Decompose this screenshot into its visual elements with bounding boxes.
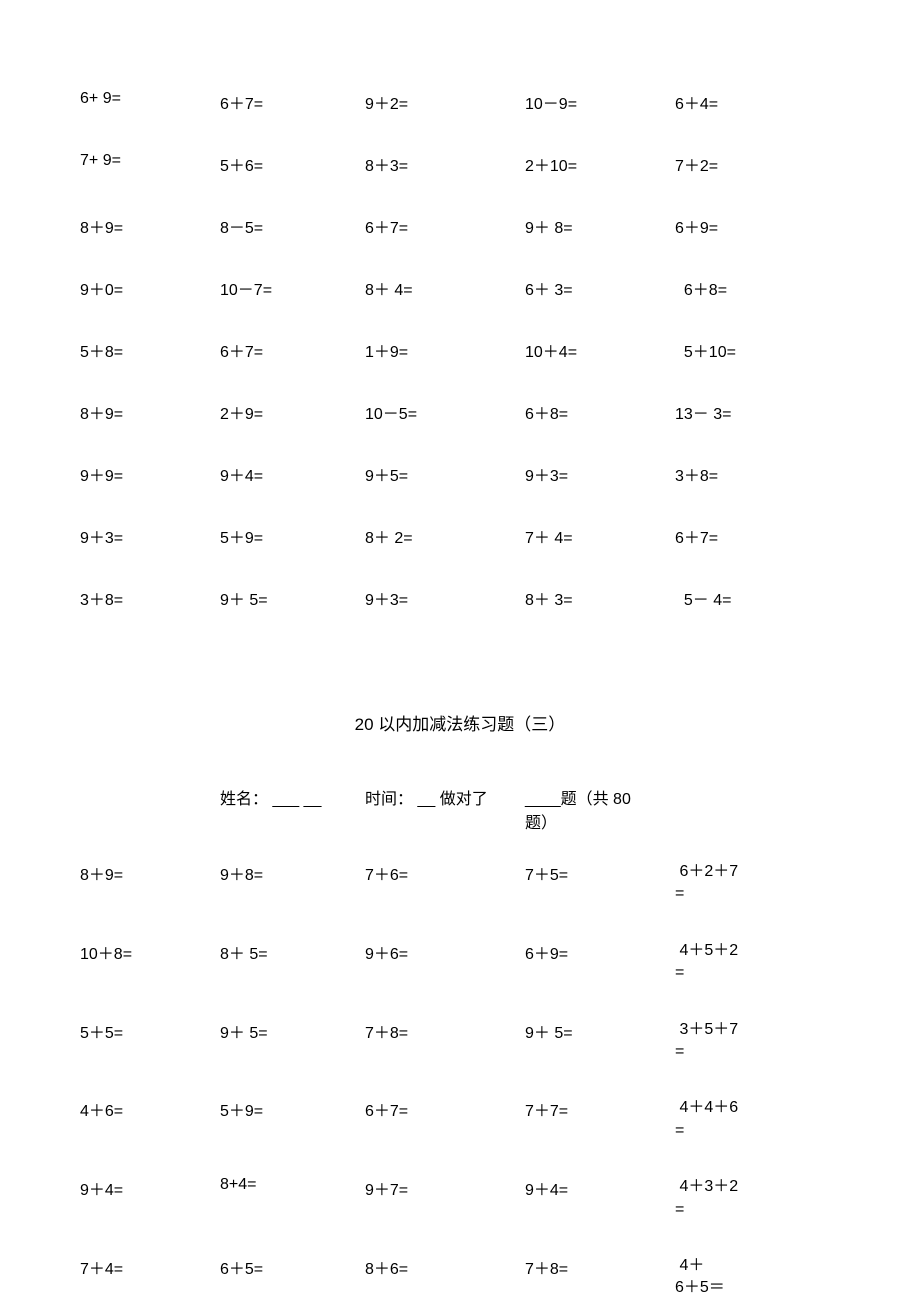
problem-cell: 10－9=	[525, 90, 675, 114]
problem-cell: 8－5=	[220, 214, 365, 238]
problem-cell: 9＋0=	[80, 276, 220, 300]
blank-count: ____	[525, 791, 561, 808]
problem-cell: 5＋6=	[220, 152, 365, 176]
problem-cell: 3＋5＋7=	[675, 1019, 795, 1064]
header-name: 姓名： ___ __	[220, 785, 365, 833]
problem-cell: 2＋10=	[525, 152, 675, 176]
worksheet-page: 6+ 9= 6＋7= 9＋2= 10－9= 6＋4= 7+ 9= 5＋6= 8＋…	[0, 0, 920, 1303]
problem-cell: 9＋4=	[525, 1176, 675, 1221]
problem-cell: 6＋7=	[365, 1097, 525, 1142]
problem-cell: 5＋9=	[220, 524, 365, 548]
section-title: 20 以内加减法练习题（三）	[80, 710, 840, 735]
problem-cell: 8＋9=	[80, 400, 220, 424]
problem-cell: 6＋7=	[220, 90, 365, 114]
problem-cell: 7＋8=	[525, 1255, 675, 1295]
problem-cell: 9＋5=	[365, 462, 525, 486]
problem-cell: 7＋7=	[525, 1097, 675, 1142]
problem-cell: 8＋6=	[365, 1255, 525, 1295]
problem-cell: 5＋9=	[220, 1097, 365, 1142]
problem-cell: 6＋2＋7=	[675, 861, 795, 906]
problem-cell: 9＋4=	[80, 1176, 220, 1221]
problem-cell: 9＋8=	[220, 861, 365, 906]
problem-cell: 9＋3=	[525, 462, 675, 486]
problem-cell: 9＋3=	[80, 524, 220, 548]
label-time: 时间：	[365, 791, 413, 808]
problem-cell: 9＋9=	[80, 462, 220, 486]
problem-cell: 3＋8=	[80, 586, 220, 610]
problem-cell: 6＋ 3=	[525, 276, 675, 300]
problem-cell: 5－ 4=	[675, 586, 795, 610]
header-empty	[80, 785, 220, 833]
blank-time: __	[417, 791, 435, 808]
problem-cell: 9＋3=	[365, 586, 525, 610]
problem-cell: 10－5=	[365, 400, 525, 424]
blank-name: ___ __	[272, 791, 321, 808]
problem-cell: 5＋5=	[80, 1019, 220, 1064]
problems-grid-2: 8＋9= 9＋8= 7＋6= 7＋5= 6＋2＋7= 10＋8= 8＋ 5= 9…	[80, 861, 840, 1295]
problem-cell: 6＋7=	[365, 214, 525, 238]
problem-cell: 9＋ 5=	[525, 1019, 675, 1064]
problem-cell: 10＋4=	[525, 338, 675, 362]
problem-cell: 10－7=	[220, 276, 365, 300]
problem-cell: 7＋5=	[525, 861, 675, 906]
problem-cell: 6＋7=	[220, 338, 365, 362]
problem-cell: 7＋4=	[80, 1255, 220, 1295]
problem-cell: 9＋6=	[365, 940, 525, 985]
problem-cell: 13－ 3=	[675, 400, 795, 424]
problem-cell: 7＋2=	[675, 152, 795, 176]
problem-cell: 10＋8=	[80, 940, 220, 985]
problem-cell: 6＋5=	[220, 1255, 365, 1295]
problem-cell: 8＋ 4=	[365, 276, 525, 300]
label-count: 题（共 80	[561, 791, 631, 808]
label-correct: 做对了	[440, 791, 488, 808]
problem-cell: 8＋9=	[80, 214, 220, 238]
problem-cell: 9＋ 5=	[220, 586, 365, 610]
problem-cell: 8＋ 3=	[525, 586, 675, 610]
label-name: 姓名：	[220, 791, 268, 808]
problems-grid-1: 6+ 9= 6＋7= 9＋2= 10－9= 6＋4= 7+ 9= 5＋6= 8＋…	[80, 90, 840, 610]
problem-cell: 8＋9=	[80, 861, 220, 906]
problem-cell: 4＋6＋5＝	[675, 1255, 795, 1295]
problem-cell: 8＋3=	[365, 152, 525, 176]
problem-cell: 6+ 9=	[80, 90, 220, 114]
problem-cell: 5＋10=	[675, 338, 795, 362]
problem-cell: 4＋5＋2=	[675, 940, 795, 985]
problem-cell: 1＋9=	[365, 338, 525, 362]
problem-cell: 4＋4＋6=	[675, 1097, 795, 1142]
header-empty	[675, 785, 795, 833]
header-time: 时间： __ 做对了	[365, 785, 525, 833]
problem-cell: 4＋6=	[80, 1097, 220, 1142]
problem-cell: 4＋3＋2=	[675, 1176, 795, 1221]
header-count: ____题（共 80 题）	[525, 785, 675, 833]
problem-cell: 6＋9=	[525, 940, 675, 985]
problem-cell: 8+4=	[220, 1176, 365, 1221]
problem-cell: 7+ 9=	[80, 152, 220, 176]
problem-cell: 9＋2=	[365, 90, 525, 114]
problem-cell: 7＋6=	[365, 861, 525, 906]
problem-cell: 6＋8=	[675, 276, 795, 300]
problem-cell: 9＋ 8=	[525, 214, 675, 238]
problem-cell: 2＋9=	[220, 400, 365, 424]
problem-cell: 6＋8=	[525, 400, 675, 424]
problem-cell: 9＋4=	[220, 462, 365, 486]
info-header-row: 姓名： ___ __ 时间： __ 做对了 ____题（共 80 题）	[80, 785, 840, 833]
problem-cell: 7＋ 4=	[525, 524, 675, 548]
problem-cell: 3＋8=	[675, 462, 795, 486]
problem-cell: 6＋4=	[675, 90, 795, 114]
problem-cell: 9＋7=	[365, 1176, 525, 1221]
problem-cell: 8＋ 5=	[220, 940, 365, 985]
problem-cell: 6＋7=	[675, 524, 795, 548]
problem-cell: 6＋9=	[675, 214, 795, 238]
problem-cell: 8＋ 2=	[365, 524, 525, 548]
problem-cell: 9＋ 5=	[220, 1019, 365, 1064]
label-count-2: 题）	[525, 815, 557, 832]
problem-cell: 5＋8=	[80, 338, 220, 362]
problem-cell: 7＋8=	[365, 1019, 525, 1064]
